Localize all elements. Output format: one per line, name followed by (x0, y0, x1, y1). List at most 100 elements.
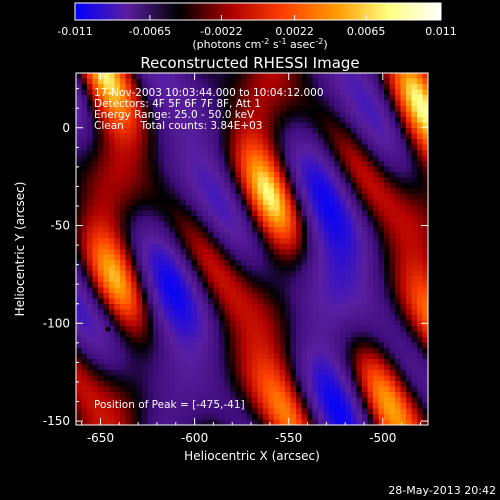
heatmap-cell (213, 381, 220, 388)
heatmap-cell (378, 150, 385, 157)
heatmap-cell (400, 161, 407, 168)
heatmap-cell (296, 408, 303, 415)
heatmap-cell (285, 161, 292, 168)
heatmap-cell (296, 106, 303, 113)
heatmap-cell (301, 370, 308, 377)
heatmap-cell (384, 139, 391, 146)
heatmap-cell (323, 139, 330, 146)
heatmap-cell (323, 117, 330, 124)
heatmap-cell (136, 117, 143, 124)
heatmap-cell (180, 287, 187, 294)
heatmap-cell (290, 359, 297, 366)
annotation-time-range: 17-Nov-2003 10:03:44.000 to 10:04:12.000 (94, 87, 324, 99)
heatmap-cell (274, 161, 281, 168)
heatmap-cell (147, 375, 154, 382)
heatmap-cell (373, 106, 380, 113)
heatmap-cell (202, 331, 209, 338)
heatmap-cell (373, 265, 380, 272)
heatmap-cell (87, 326, 94, 333)
heatmap-cell (290, 150, 297, 157)
heatmap-cell (285, 320, 292, 327)
heatmap-cell (422, 188, 428, 195)
heatmap-cell (290, 183, 297, 190)
heatmap-cell (318, 260, 325, 267)
heatmap-cell (180, 414, 187, 421)
heatmap-cell (356, 238, 363, 245)
heatmap-cell (296, 166, 303, 173)
heatmap-cell (175, 155, 182, 162)
heatmap-cell (219, 221, 226, 228)
heatmap-cell (340, 364, 347, 371)
heatmap-cell (356, 133, 363, 140)
heatmap-cell (318, 199, 325, 206)
heatmap-cell (417, 320, 424, 327)
heatmap-cell (208, 304, 215, 311)
heatmap-cell (312, 414, 319, 421)
heatmap-cell (318, 392, 325, 399)
heatmap-cell (274, 276, 281, 283)
heatmap-cell (235, 205, 242, 212)
heatmap-cell (131, 238, 138, 245)
heatmap-cell (213, 392, 220, 399)
heatmap-cell (334, 320, 341, 327)
heatmap-cell (125, 304, 132, 311)
heatmap-cell (340, 188, 347, 195)
heatmap-cell (114, 315, 121, 322)
heatmap-cell (180, 205, 187, 212)
heatmap-cell (334, 183, 341, 190)
heatmap-cell (142, 414, 149, 421)
heatmap-cell (219, 375, 226, 382)
heatmap-cell (109, 139, 116, 146)
heatmap-cell (87, 221, 94, 228)
heatmap-cell (279, 364, 286, 371)
heatmap-cell (340, 287, 347, 294)
heatmap-cell (246, 381, 253, 388)
heatmap-cell (92, 326, 99, 333)
heatmap-cell (389, 375, 396, 382)
heatmap-cell (98, 414, 105, 421)
heatmap-cell (345, 128, 352, 135)
heatmap-cell (268, 128, 275, 135)
heatmap-cell (351, 342, 358, 349)
heatmap-cell (87, 320, 94, 327)
heatmap-cell (98, 419, 105, 425)
heatmap-cell (202, 304, 209, 311)
heatmap-cell (395, 106, 402, 113)
heatmap-cell (158, 122, 165, 129)
heatmap-cell (87, 122, 94, 129)
heatmap-cell (323, 194, 330, 201)
heatmap-cell (290, 271, 297, 278)
heatmap-cell (296, 188, 303, 195)
heatmap-cell (252, 298, 259, 305)
heatmap-cell (389, 216, 396, 223)
heatmap-cell (131, 386, 138, 393)
heatmap-cell (340, 205, 347, 212)
heatmap-cell (323, 271, 330, 278)
heatmap-cell (180, 386, 187, 393)
heatmap-cell (329, 304, 336, 311)
heatmap-cell (87, 254, 94, 261)
heatmap-cell (257, 287, 264, 294)
heatmap-cell (87, 84, 94, 91)
heatmap-cell (263, 100, 270, 107)
heatmap-cell (312, 403, 319, 410)
heatmap-cell (142, 293, 149, 300)
heatmap-cell (158, 408, 165, 415)
heatmap-cell (252, 227, 259, 234)
heatmap-cell (153, 133, 160, 140)
heatmap-cell (213, 227, 220, 234)
heatmap-cell (257, 232, 264, 239)
heatmap-cell (340, 381, 347, 388)
heatmap-cell (312, 337, 319, 344)
heatmap-cell (334, 155, 341, 162)
heatmap-cell (351, 227, 358, 234)
heatmap-cell (345, 155, 352, 162)
heatmap-cell (169, 210, 176, 217)
heatmap-cell (87, 331, 94, 338)
heatmap-cell (395, 315, 402, 322)
heatmap-cell (285, 183, 292, 190)
heatmap-cell (109, 353, 116, 360)
heatmap-cell (279, 359, 286, 366)
heatmap-cell (422, 342, 428, 349)
heatmap-cell (312, 238, 319, 245)
